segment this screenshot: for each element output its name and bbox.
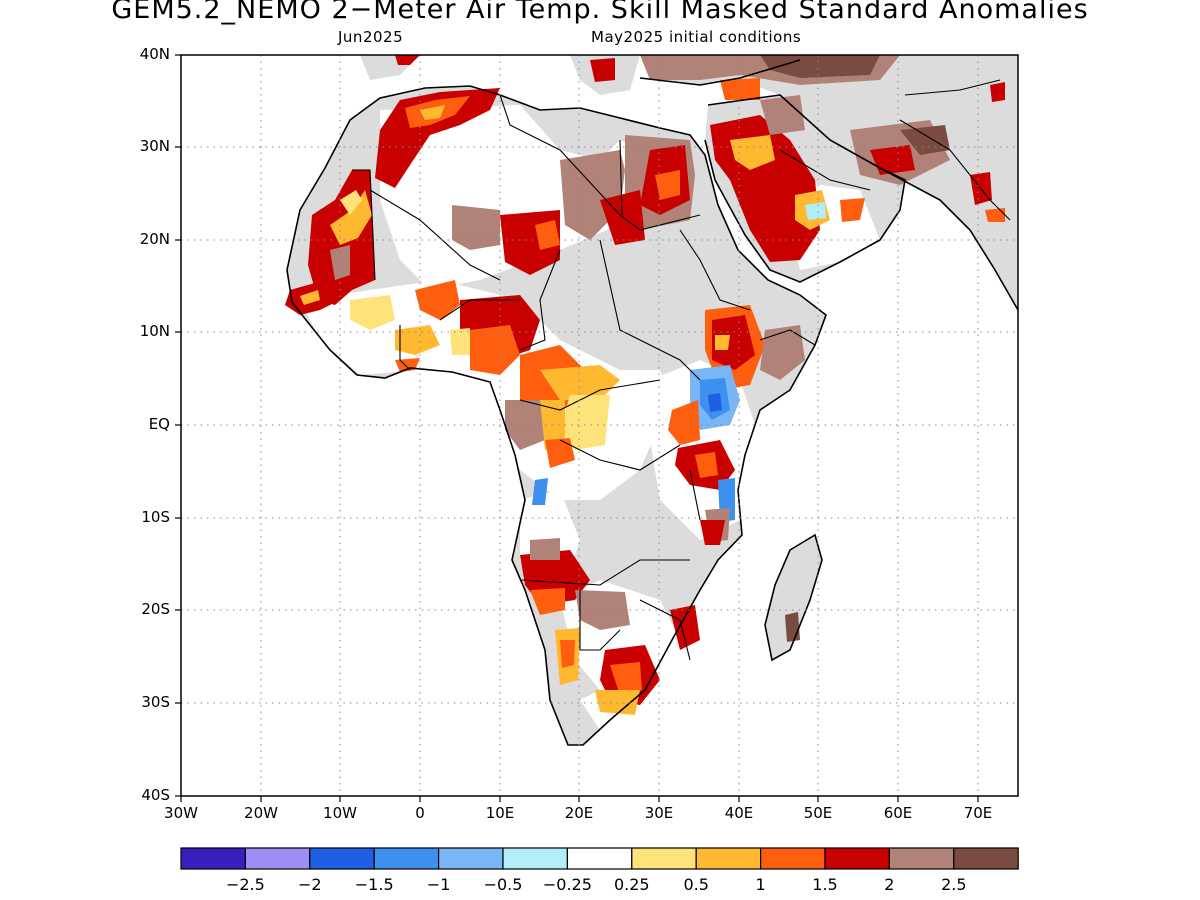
colorbar-swatch <box>180 847 247 870</box>
forecast-month: Jun2025 <box>338 28 404 46</box>
map-content <box>181 55 1018 796</box>
lat-label: EQ <box>148 415 170 433</box>
lon-label: 20W <box>244 804 278 822</box>
lon-label: 10W <box>323 804 357 822</box>
country-borders <box>352 79 1011 661</box>
colorbar-swatch <box>244 847 311 870</box>
colorbar-swatch <box>309 847 375 870</box>
colorbar-label: 1 <box>756 875 766 894</box>
colorbar-swatch <box>824 847 891 870</box>
colorbar-label: 1.5 <box>812 875 837 894</box>
coastlines <box>286 59 1018 746</box>
colorbar: −2.5 −2 −1.5 −1 −0.5 −0.25 0.25 0.5 1 1.5 2 2.5 <box>180 847 1019 894</box>
graticule <box>181 55 1018 796</box>
lat-label: 10S <box>141 508 170 526</box>
lat-label: 20S <box>141 600 170 618</box>
colorbar-swatch <box>631 847 697 870</box>
lat-label: 30S <box>141 693 170 711</box>
colorbar-label: −1 <box>427 875 451 894</box>
lat-label: 20N <box>139 230 170 248</box>
colorbar-label: −2.5 <box>226 875 265 894</box>
map-title: GEM5.2_NEMO 2−Meter Air Temp. Skill Mask… <box>111 0 1089 25</box>
lon-label: 50E <box>803 804 833 822</box>
colorbar-label: 2.5 <box>941 875 966 894</box>
colorbar-label: 2 <box>884 875 894 894</box>
lat-label: 40S <box>141 786 170 804</box>
colorbar-swatch <box>373 847 440 870</box>
lat-label: 10N <box>139 322 170 340</box>
colorbar-swatch <box>953 847 1019 870</box>
lat-label: 40N <box>139 45 170 63</box>
colorbar-swatch <box>759 847 826 870</box>
axis-ticks <box>175 54 979 802</box>
colorbar-label: −2 <box>298 875 322 894</box>
colorbar-label: 0.5 <box>683 875 708 894</box>
lon-label: 60E <box>883 804 913 822</box>
initial-conditions: May2025 initial conditions <box>591 28 802 46</box>
colorbar-swatch <box>888 847 955 870</box>
colorbar-label: −0.25 <box>543 875 592 894</box>
colorbar-label: −1.5 <box>355 875 394 894</box>
colorbar-label: −0.5 <box>484 875 523 894</box>
lon-label: 30W <box>164 804 198 822</box>
lon-label: 70E <box>963 804 993 822</box>
colorbar-swatch <box>566 847 633 870</box>
lon-label: 40E <box>724 804 754 822</box>
lon-label: 20E <box>564 804 594 822</box>
colorbar-swatch <box>502 847 569 870</box>
lon-label: 0 <box>415 804 425 822</box>
lat-label: 30N <box>139 137 170 155</box>
colorbar-label: 0.25 <box>614 875 650 894</box>
lon-label: 10E <box>485 804 515 822</box>
lon-label: 30E <box>644 804 674 822</box>
anomaly-patches <box>285 55 1005 715</box>
colorbar-swatch <box>695 847 762 870</box>
colorbar-swatch <box>438 847 504 870</box>
